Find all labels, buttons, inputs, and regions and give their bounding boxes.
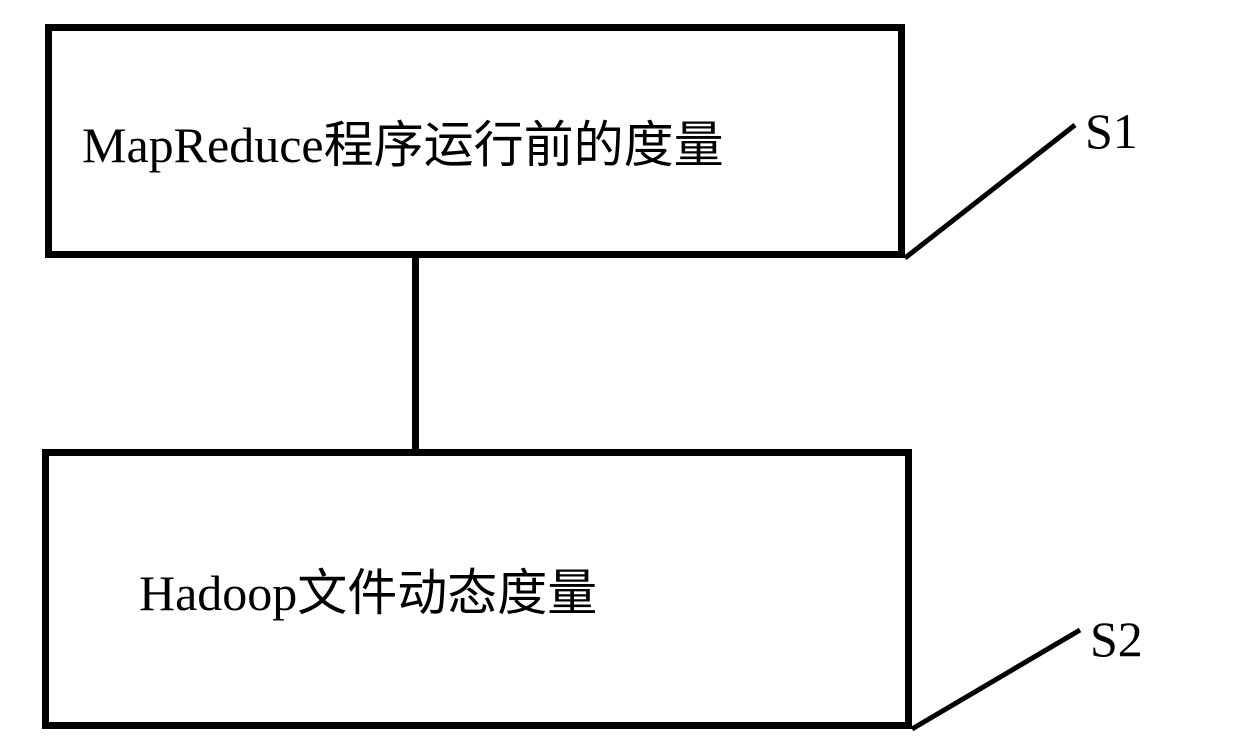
flowchart-node-s1-text: MapReduce程序运行前的度量 <box>82 105 724 177</box>
diagram-canvas: MapReduce程序运行前的度量 Hadoop文件动态度量 S1 S2 <box>0 0 1239 755</box>
flowchart-node-s1: MapReduce程序运行前的度量 <box>45 24 905 258</box>
flowchart-node-s2-text: Hadoop文件动态度量 <box>139 553 597 625</box>
flowchart-label-s1: S1 <box>1085 102 1138 160</box>
flowchart-edge-n1-n2 <box>412 258 419 449</box>
flowchart-node-s2: Hadoop文件动态度量 <box>42 449 912 729</box>
flowchart-label-s2: S2 <box>1090 610 1143 668</box>
